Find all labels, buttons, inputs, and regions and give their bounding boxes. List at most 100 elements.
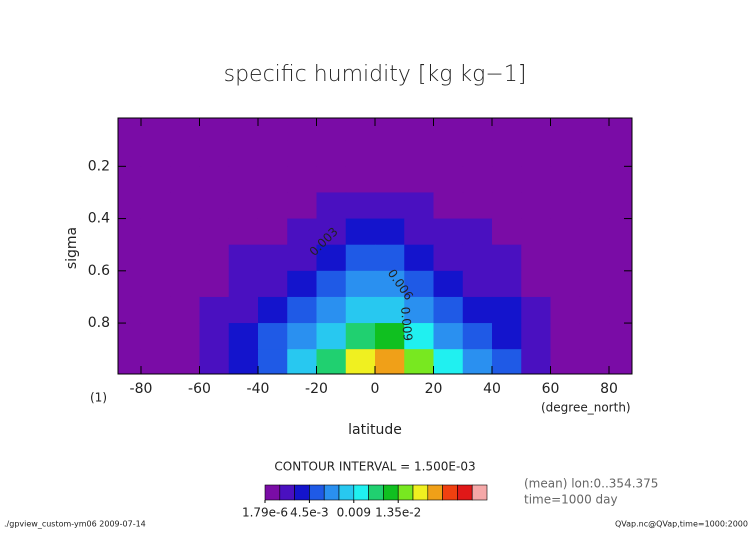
field-cell: [118, 296, 142, 324]
field-cell: [228, 140, 259, 167]
field-cell: [609, 166, 632, 193]
field-cell: [140, 296, 171, 324]
field-cell: [433, 218, 464, 246]
field-cell: [345, 349, 376, 374]
field-cell: [170, 166, 200, 193]
field-cell: [579, 166, 610, 193]
field-cell: [609, 140, 632, 167]
field-cell: [199, 296, 230, 324]
field-cell: [521, 296, 552, 324]
field-cell: [521, 270, 552, 298]
field-cell: [462, 118, 493, 141]
field-cell: [433, 118, 464, 141]
field-cell: [492, 349, 522, 374]
field-cell: [579, 349, 610, 374]
x-tick-label: -60: [188, 381, 211, 397]
field-cell: [579, 218, 610, 246]
field-cell: [199, 118, 230, 141]
colorbar-box: [264, 484, 281, 501]
field-cell: [118, 218, 142, 246]
field-cell: [287, 270, 317, 298]
field-cell: [521, 166, 552, 193]
field-cell: [492, 218, 522, 246]
field-cell: [433, 140, 464, 167]
field-cell: [521, 218, 552, 246]
field-cell: [199, 349, 230, 374]
field-cell: [609, 244, 632, 272]
field-cell: [433, 166, 464, 193]
field-cell: [228, 323, 259, 350]
field-cell: [316, 140, 347, 167]
field-cell: [492, 270, 522, 298]
field-cell: [375, 118, 405, 141]
field-cell: [287, 192, 317, 220]
field-cell: [550, 270, 581, 298]
field-cell: [316, 270, 347, 298]
field-cell: [345, 296, 376, 324]
field-cell: [404, 244, 435, 272]
field-cell: [287, 140, 317, 167]
field-cell: [462, 218, 493, 246]
field-cell: [228, 296, 259, 324]
field-cell: [257, 166, 288, 193]
field-cell: [550, 349, 581, 374]
field-cell: [462, 323, 493, 350]
field-cell: [199, 270, 230, 298]
field-cell: [579, 140, 610, 167]
field-cell: [345, 140, 376, 167]
colorbar-title: CONTOUR INTERVAL = 1.500E-03: [274, 460, 475, 474]
field: [118, 118, 632, 374]
field-cell: [609, 323, 632, 350]
field-cell: [492, 323, 522, 350]
field-cell: [345, 270, 376, 298]
colorbar-box: [294, 484, 310, 501]
field-cell: [228, 244, 259, 272]
x-axis-unit: (degree_north): [541, 401, 631, 415]
note: time=1000 day: [524, 493, 618, 507]
field-cell: [375, 296, 405, 324]
field-cell: [345, 166, 376, 193]
field-cell: [170, 270, 200, 298]
field-cell: [257, 192, 288, 220]
x-axis-label: latitude: [348, 422, 402, 438]
field-cell: [345, 192, 376, 220]
field-cell: [170, 296, 200, 324]
field-cell: [462, 244, 493, 272]
field-cell: [375, 244, 405, 272]
field-cell: [550, 192, 581, 220]
field-cell: [257, 323, 288, 350]
colorbar-box: [457, 484, 473, 501]
field-cell: [550, 166, 581, 193]
field-cell: [550, 140, 581, 167]
field-cell: [118, 192, 142, 220]
contour-label: 0.009: [398, 306, 415, 341]
field-cell: [375, 218, 405, 246]
colorbar-box: [412, 484, 429, 501]
field-cell: [492, 192, 522, 220]
field-cell: [404, 323, 435, 350]
field-cell: [287, 118, 317, 141]
field-cell: [433, 244, 464, 272]
field-cell: [433, 349, 464, 374]
field-cell: [345, 244, 376, 272]
field-cell: [316, 244, 347, 272]
field-cell: [118, 118, 142, 141]
field-cell: [170, 118, 200, 141]
colorbar-box: [279, 484, 295, 501]
field-cell: [316, 218, 347, 246]
field-cell: [257, 349, 288, 374]
chart-title: specific humidity [kg kg−1]: [224, 62, 527, 87]
field-cell: [257, 140, 288, 167]
x-tick-label: 20: [425, 381, 443, 397]
field-cell: [609, 270, 632, 298]
field-cell: [492, 244, 522, 272]
field-cell: [170, 244, 200, 272]
x-tick-label: 40: [483, 381, 501, 397]
field-cell: [228, 118, 259, 141]
x-tick-label: 60: [542, 381, 560, 397]
field-cell: [118, 166, 142, 193]
field-cell: [228, 349, 259, 374]
field-cell: [521, 323, 552, 350]
colorbar-box: [338, 484, 355, 501]
